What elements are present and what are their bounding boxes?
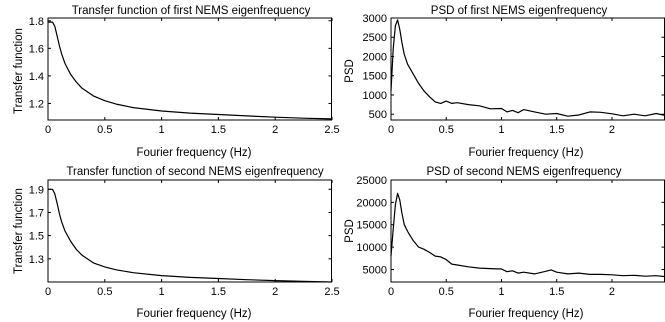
y-tick-label: 20000 — [356, 197, 387, 209]
y-axis-label: Transfer function — [13, 28, 25, 114]
x-tick-label: 0.5 — [97, 124, 112, 136]
x-tick-label: 0.5 — [97, 286, 112, 298]
y-tick-label: 1500 — [363, 71, 387, 83]
axes-frame — [390, 17, 665, 121]
x-tick-label: 1 — [498, 286, 504, 298]
y-tick-label: 1.4 — [29, 71, 44, 83]
x-tick-label: 0.5 — [439, 124, 454, 136]
x-tick-label: 1.5 — [211, 286, 226, 298]
plot-area: 0 0.5 1 1.5 2 2.5 1.2 1.4 1.6 1.8 — [29, 16, 340, 136]
x-axis-label: Fourier frequency (Hz) — [136, 147, 251, 159]
x-tick-label: 0.5 — [439, 286, 454, 298]
y-axis-label: Transfer function — [13, 188, 25, 274]
x-tick-label: 0 — [45, 124, 51, 136]
x-tick-label: 2 — [272, 286, 278, 298]
x-tick-label: 0 — [388, 286, 394, 298]
series-line — [390, 192, 665, 278]
y-tick-label: 1.8 — [29, 16, 44, 28]
y-tick-label: 1.2 — [29, 98, 44, 110]
x-tick-label: 2 — [272, 124, 278, 136]
x-tick-label: 0 — [45, 286, 51, 298]
y-tick-label: 1.9 — [29, 184, 44, 196]
series-line — [48, 188, 333, 283]
x-axis-label: Fourier frequency (Hz) — [136, 308, 251, 320]
panel-transfer-first: Transfer function of first NEMS eigenfre… — [13, 5, 340, 159]
y-tick-label: 5000 — [363, 264, 387, 276]
x-axis-label: Fourier frequency (Hz) — [468, 147, 583, 159]
x-tick-label: 0 — [388, 124, 394, 136]
y-tick-label: 2500 — [363, 32, 387, 44]
axes-frame — [47, 179, 332, 283]
y-axis-label: PSD — [344, 59, 356, 83]
plot-area: 0 0.5 1 1.5 2 2.5 1.3 1.5 1.7 1.9 — [29, 179, 340, 298]
y-tick-label: 10000 — [356, 242, 387, 254]
x-tick-label: 1 — [498, 124, 504, 136]
series-line — [390, 19, 665, 117]
axes-frame — [47, 17, 332, 121]
y-tick-label: 1.3 — [29, 254, 44, 266]
x-axis-label: Fourier frequency (Hz) — [468, 308, 583, 320]
x-tick-label: 1 — [159, 286, 165, 298]
x-tick-label: 1.5 — [211, 124, 226, 136]
panel-psd-first: PSD of first NEMS eigenfrequency Fourier… — [344, 5, 665, 159]
series-line — [48, 21, 333, 120]
y-tick-label: 15000 — [356, 220, 387, 232]
chart-title: PSD of second NEMS eigenfrequency — [427, 166, 622, 178]
y-tick-label: 1.5 — [29, 231, 44, 243]
chart-title: PSD of first NEMS eigenfrequency — [431, 5, 608, 17]
x-tick-label: 2 — [609, 286, 615, 298]
x-tick-label: 2.5 — [324, 124, 339, 136]
x-tick-label: 1.5 — [549, 286, 564, 298]
x-tick-label: 2.5 — [324, 286, 339, 298]
y-tick-label: 3000 — [363, 13, 387, 25]
chart-title: Transfer function of first NEMS eigenfre… — [72, 5, 311, 17]
y-tick-label: 1.7 — [29, 207, 44, 219]
x-tick-label: 1 — [159, 124, 165, 136]
chart-title: Transfer function of second NEMS eigenfr… — [66, 166, 323, 178]
y-tick-label: 500 — [369, 109, 387, 121]
y-axis-label: PSD — [344, 219, 356, 243]
y-tick-label: 2000 — [363, 51, 387, 63]
y-tick-label: 25000 — [356, 175, 387, 187]
axes-frame — [390, 179, 665, 283]
panel-psd-second: PSD of second NEMS eigenfrequency Fourie… — [344, 166, 665, 320]
y-tick-label: 1000 — [363, 90, 387, 102]
x-tick-label: 1.5 — [549, 124, 564, 136]
y-tick-label: 1.6 — [29, 43, 44, 55]
panel-transfer-second: Transfer function of second NEMS eigenfr… — [13, 166, 340, 320]
x-tick-label: 2 — [609, 124, 615, 136]
